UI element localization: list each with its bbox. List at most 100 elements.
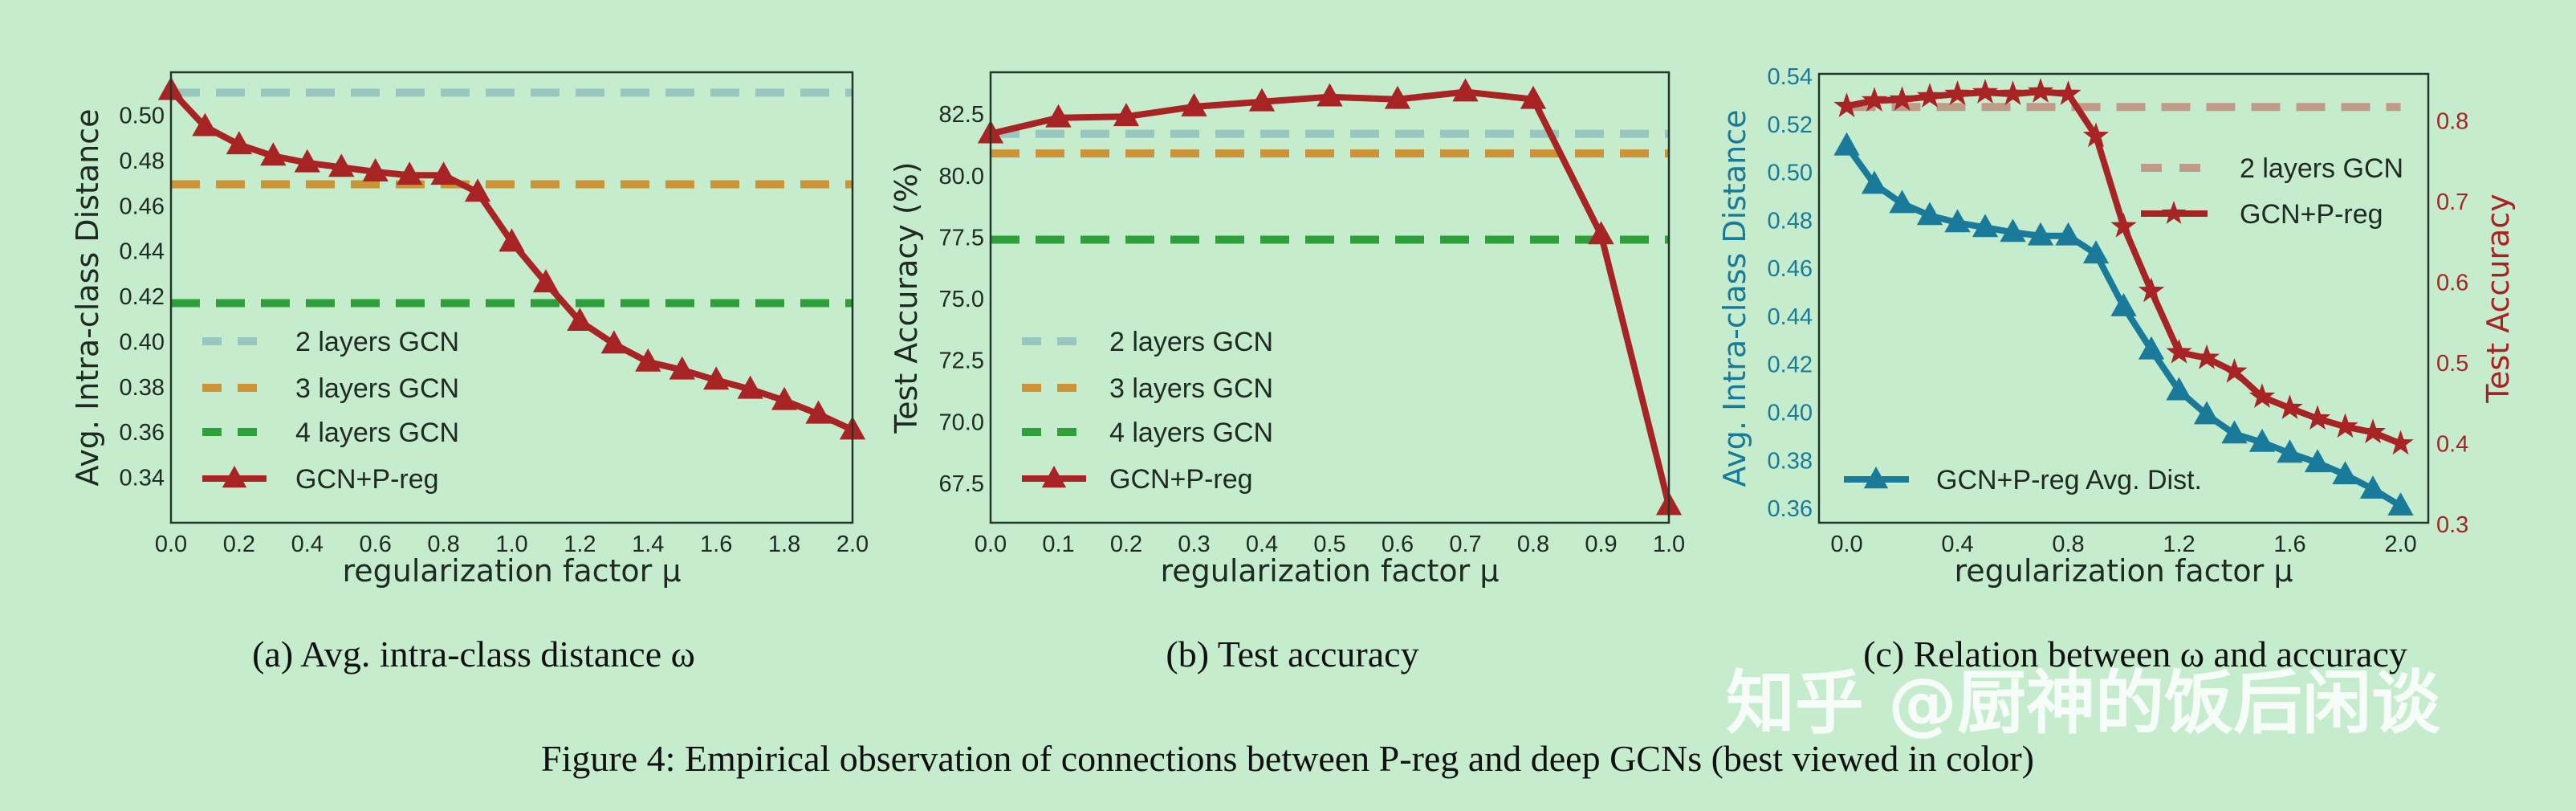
x-tick-label: 0.8 — [427, 532, 459, 557]
y-tick-label: 0.38 — [1768, 448, 1813, 474]
data-point — [464, 178, 491, 202]
data-point — [2359, 418, 2387, 444]
x-tick-label: 0.0 — [155, 532, 187, 557]
data-point — [805, 400, 832, 424]
data-point — [499, 228, 525, 252]
x-axis-label: regularization factor μ — [1954, 553, 2293, 589]
data-point — [1045, 104, 1072, 128]
data-point — [2055, 222, 2082, 246]
y-tick-label: 80.0 — [939, 164, 984, 190]
data-point — [1452, 78, 1479, 102]
x-tick-label: 0.0 — [1830, 532, 1862, 557]
x-tick-label: 0.8 — [1517, 532, 1549, 557]
data-point — [2166, 377, 2192, 401]
x-tick-label: 0.9 — [1585, 532, 1617, 557]
data-point — [1316, 83, 1343, 107]
data-point — [2110, 292, 2137, 316]
legend-label: GCN+P-reg — [2240, 199, 2383, 230]
data-point — [2359, 475, 2387, 499]
panel-caption: (b) Test accuracy — [1166, 634, 1418, 674]
y-tick-label: 0.46 — [1768, 256, 1813, 282]
data-point — [635, 348, 661, 372]
x-tick-label: 0.7 — [1449, 532, 1481, 557]
y-tick-label: 0.34 — [120, 466, 165, 491]
data-point — [1944, 209, 1971, 233]
x-tick-label: 1.2 — [2163, 532, 2195, 557]
x-tick-label: 0.1 — [1042, 532, 1074, 557]
data-point — [1972, 214, 1999, 238]
legend-marker — [2161, 201, 2187, 224]
y-tick-label: 0.36 — [1768, 496, 1813, 522]
legend-marker — [1041, 466, 1067, 488]
data-point — [2248, 428, 2276, 452]
data-point — [2138, 336, 2165, 360]
data-point — [2304, 449, 2331, 473]
data-point — [703, 366, 730, 390]
data-point — [1113, 103, 1140, 127]
y-right-tick-label: 0.5 — [2436, 351, 2468, 377]
data-point — [532, 269, 560, 293]
y-tick-label: 0.52 — [1768, 112, 1813, 138]
legend-label: 2 layers GCN — [1109, 327, 1273, 357]
y-axis-label: Avg. Intra-class Distance — [70, 109, 105, 487]
data-point — [2387, 430, 2414, 455]
x-tick-label: 1.0 — [495, 532, 527, 557]
x-tick-label: 2.0 — [2384, 532, 2416, 557]
x-tick-label: 0.2 — [223, 532, 255, 557]
legend-label: 3 layers GCN — [1109, 373, 1273, 404]
legend-marker — [1863, 467, 1889, 489]
x-tick-label: 0.4 — [291, 532, 324, 557]
data-point — [1248, 88, 1276, 112]
data-point — [2055, 80, 2082, 105]
x-tick-label: 0.0 — [975, 532, 1007, 557]
x-axis-label: regularization factor μ — [342, 553, 681, 589]
legend-label: 2 layers GCN — [2240, 153, 2403, 184]
y-tick-label: 0.42 — [120, 284, 165, 310]
data-point — [567, 308, 593, 332]
data-point — [1861, 87, 1888, 112]
legend-label: 4 layers GCN — [1109, 418, 1273, 448]
y-tick-label: 77.5 — [939, 225, 984, 251]
data-point — [2027, 78, 2054, 103]
data-point — [1833, 92, 1860, 117]
data-point — [2304, 405, 2331, 430]
x-tick-label: 0.4 — [1246, 532, 1278, 557]
y-tick-label: 70.0 — [939, 410, 984, 435]
data-point — [328, 153, 355, 177]
x-tick-label: 0.4 — [1941, 532, 1973, 557]
data-point — [2082, 122, 2110, 148]
data-point — [2082, 240, 2110, 264]
plot-frame — [1817, 72, 2430, 524]
data-point — [1944, 80, 1971, 105]
x-tick-label: 2.0 — [836, 532, 869, 557]
data-point — [1588, 221, 1614, 245]
data-point — [669, 356, 695, 380]
y-tick-label: 82.5 — [939, 102, 984, 128]
panel-caption: (a) Avg. intra-class distance ω — [252, 634, 695, 674]
x-tick-label: 0.8 — [2052, 532, 2084, 557]
data-point — [362, 158, 389, 181]
legend-label: GCN+P-reg — [295, 464, 439, 495]
data-point — [260, 142, 287, 166]
y-right-tick-label: 0.8 — [2436, 108, 2468, 134]
y-tick-label: 0.50 — [1768, 161, 1813, 186]
data-point — [600, 330, 627, 354]
data-point — [397, 161, 423, 185]
x-tick-label: 0.3 — [1178, 532, 1210, 557]
legend-label: 3 layers GCN — [295, 373, 459, 404]
data-point — [192, 112, 218, 137]
data-point — [1181, 92, 1207, 116]
x-tick-label: 1.6 — [700, 532, 732, 557]
data-point — [1889, 86, 1915, 111]
data-point — [226, 131, 253, 155]
data-point — [430, 161, 457, 185]
data-point — [2166, 338, 2192, 364]
y-tick-label: 0.38 — [120, 375, 165, 401]
legend: 2 layers GCN GCN+P-reg GCN+P-reg Avg. Dist… — [1844, 153, 2403, 495]
plot-frame — [169, 71, 854, 524]
x-tick-label: 0.5 — [1313, 532, 1345, 557]
data-point — [2138, 277, 2165, 303]
x-tick-label: 1.6 — [2273, 532, 2305, 557]
data-point — [1833, 132, 1860, 156]
y-tick-label: 75.0 — [939, 287, 984, 312]
